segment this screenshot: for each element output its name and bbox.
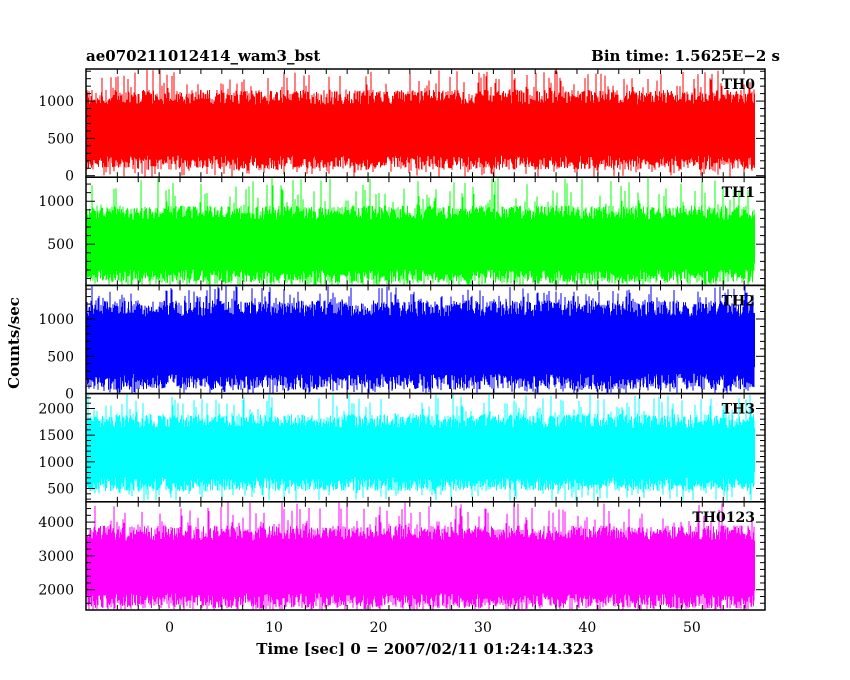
panel-label-th2: TH2 [722, 293, 755, 309]
y-tick-label: 1000 [38, 94, 74, 110]
y-tick-label: 500 [47, 237, 74, 253]
y-tick-label: 0 [65, 169, 74, 185]
y-tick-label: 0 [65, 387, 74, 403]
series-th3 [86, 393, 755, 502]
y-tick-label: 1000 [38, 312, 74, 328]
x-tick-label: 10 [265, 620, 283, 636]
x-tick-label: 30 [474, 620, 492, 636]
x-tick-label: 0 [165, 620, 174, 636]
panel-label-th0: TH0 [722, 77, 756, 93]
chart-title-left: ae070211012414_wam3_bst [86, 47, 320, 65]
x-tick-label: 50 [683, 620, 701, 636]
y-tick-label: 500 [47, 481, 74, 497]
x-axis-label: Time [sec] 0 = 2007/02/11 01:24:14.323 [256, 640, 593, 658]
x-tick-label: 20 [370, 620, 388, 636]
y-tick-label: 500 [47, 349, 74, 365]
y-tick-label: 1000 [38, 194, 74, 210]
series-th1 [86, 177, 755, 286]
series-th2 [86, 285, 755, 394]
panel-label-th0123: TH0123 [692, 510, 755, 526]
panel-th0123: 2000 3000 4000 TH0123 [38, 501, 766, 611]
series-th0 [86, 69, 755, 177]
panel-th1: 500 1000 TH1 [38, 176, 766, 287]
y-tick-label: 2000 [38, 402, 74, 418]
y-tick-label: 2000 [38, 583, 74, 599]
x-tick-label: 40 [579, 620, 597, 636]
y-tick-label: 4000 [38, 515, 74, 531]
chart-title-right: Bin time: 1.5625E−2 s [591, 47, 780, 65]
y-tick-label: 3000 [38, 549, 74, 565]
panel-th2: 0 500 1000 TH2 [38, 284, 766, 403]
panel-label-th3: TH3 [722, 402, 755, 418]
y-tick-label: 1500 [38, 428, 74, 444]
series-th0123 [86, 501, 755, 610]
panels-group: 05001000TH05001000TH105001000TH250010001… [38, 68, 766, 636]
y-axis-label: Counts/sec [5, 297, 23, 389]
panel-label-th1: TH1 [722, 185, 755, 201]
y-tick-label: 500 [47, 131, 74, 147]
panel-th3: 500 1000 1500 2000 TH3 [38, 392, 766, 503]
y-tick-label: 1000 [38, 455, 74, 471]
panel-th0: 0 500 1000 TH0 [38, 68, 766, 185]
